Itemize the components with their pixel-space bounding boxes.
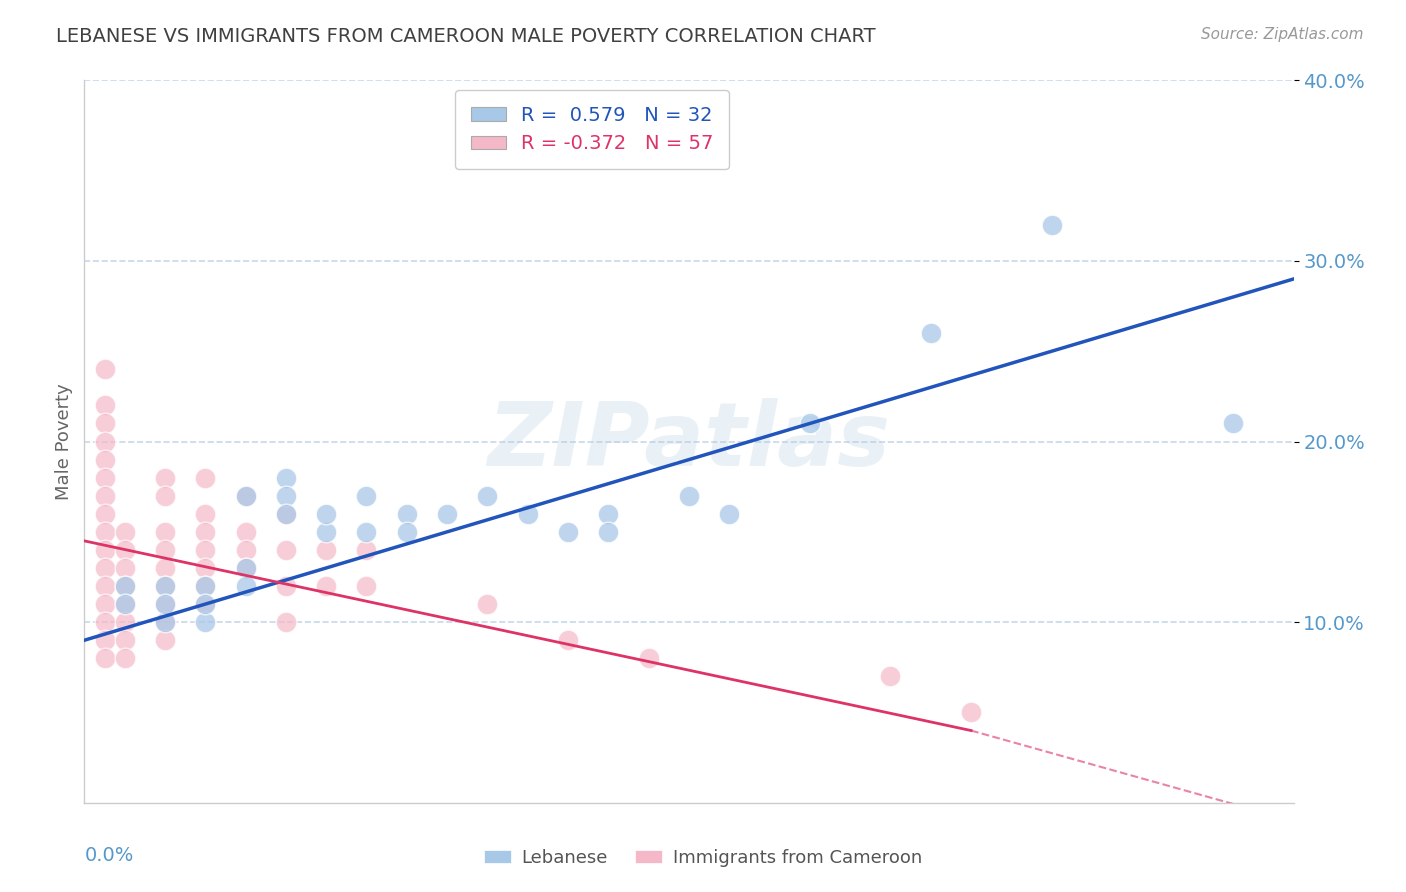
Point [477,597,499,611]
Point [194,579,217,593]
Point [235,489,257,503]
Point [93,434,115,449]
Point [1040,218,1063,232]
Point [274,489,297,503]
Text: Source: ZipAtlas.com: Source: ZipAtlas.com [1201,27,1364,42]
Point [153,615,176,630]
Point [235,561,257,575]
Point [153,633,176,648]
Y-axis label: Male Poverty: Male Poverty [55,384,73,500]
Point [114,579,136,593]
Point [114,651,136,665]
Point [315,524,337,539]
Point [153,597,176,611]
Point [93,471,115,485]
Legend: R =  0.579   N = 32, R = -0.372   N = 57: R = 0.579 N = 32, R = -0.372 N = 57 [456,90,730,169]
Point [153,579,176,593]
Point [436,507,458,521]
Text: LEBANESE VS IMMIGRANTS FROM CAMEROON MALE POVERTY CORRELATION CHART: LEBANESE VS IMMIGRANTS FROM CAMEROON MAL… [56,27,876,45]
Point [153,524,176,539]
Point [114,615,136,630]
Point [598,507,620,521]
Point [93,452,115,467]
Point [194,597,217,611]
Text: ZIPatlas: ZIPatlas [488,398,890,485]
Point [879,669,901,683]
Point [920,326,942,340]
Point [93,542,115,557]
Point [395,507,418,521]
Point [194,579,217,593]
Point [153,597,176,611]
Point [235,524,257,539]
Point [274,615,297,630]
Point [274,507,297,521]
Point [315,507,337,521]
Point [93,398,115,412]
Point [93,524,115,539]
Point [114,542,136,557]
Point [153,615,176,630]
Point [1222,417,1244,431]
Point [114,524,136,539]
Point [235,489,257,503]
Point [93,507,115,521]
Point [356,489,378,503]
Point [114,579,136,593]
Point [598,524,620,539]
Point [153,561,176,575]
Point [274,579,297,593]
Text: 0.0%: 0.0% [84,847,134,865]
Point [194,524,217,539]
Point [153,579,176,593]
Point [395,524,418,539]
Point [114,597,136,611]
Point [93,597,115,611]
Point [114,561,136,575]
Point [93,561,115,575]
Point [194,597,217,611]
Point [194,615,217,630]
Point [356,542,378,557]
Point [315,579,337,593]
Point [93,615,115,630]
Point [194,471,217,485]
Point [315,542,337,557]
Point [718,507,741,521]
Point [194,542,217,557]
Point [114,633,136,648]
Point [235,579,257,593]
Point [557,524,579,539]
Point [93,633,115,648]
Point [557,633,579,648]
Point [477,489,499,503]
Point [194,507,217,521]
Point [93,579,115,593]
Point [274,471,297,485]
Point [678,489,700,503]
Legend: Lebanese, Immigrants from Cameroon: Lebanese, Immigrants from Cameroon [477,842,929,874]
Point [274,542,297,557]
Point [356,579,378,593]
Point [93,651,115,665]
Point [960,706,983,720]
Point [153,471,176,485]
Point [799,417,821,431]
Point [153,542,176,557]
Point [637,651,659,665]
Point [93,362,115,376]
Point [194,561,217,575]
Point [93,417,115,431]
Point [356,524,378,539]
Point [93,489,115,503]
Point [235,542,257,557]
Point [153,489,176,503]
Point [516,507,538,521]
Point [114,597,136,611]
Point [235,561,257,575]
Point [274,507,297,521]
